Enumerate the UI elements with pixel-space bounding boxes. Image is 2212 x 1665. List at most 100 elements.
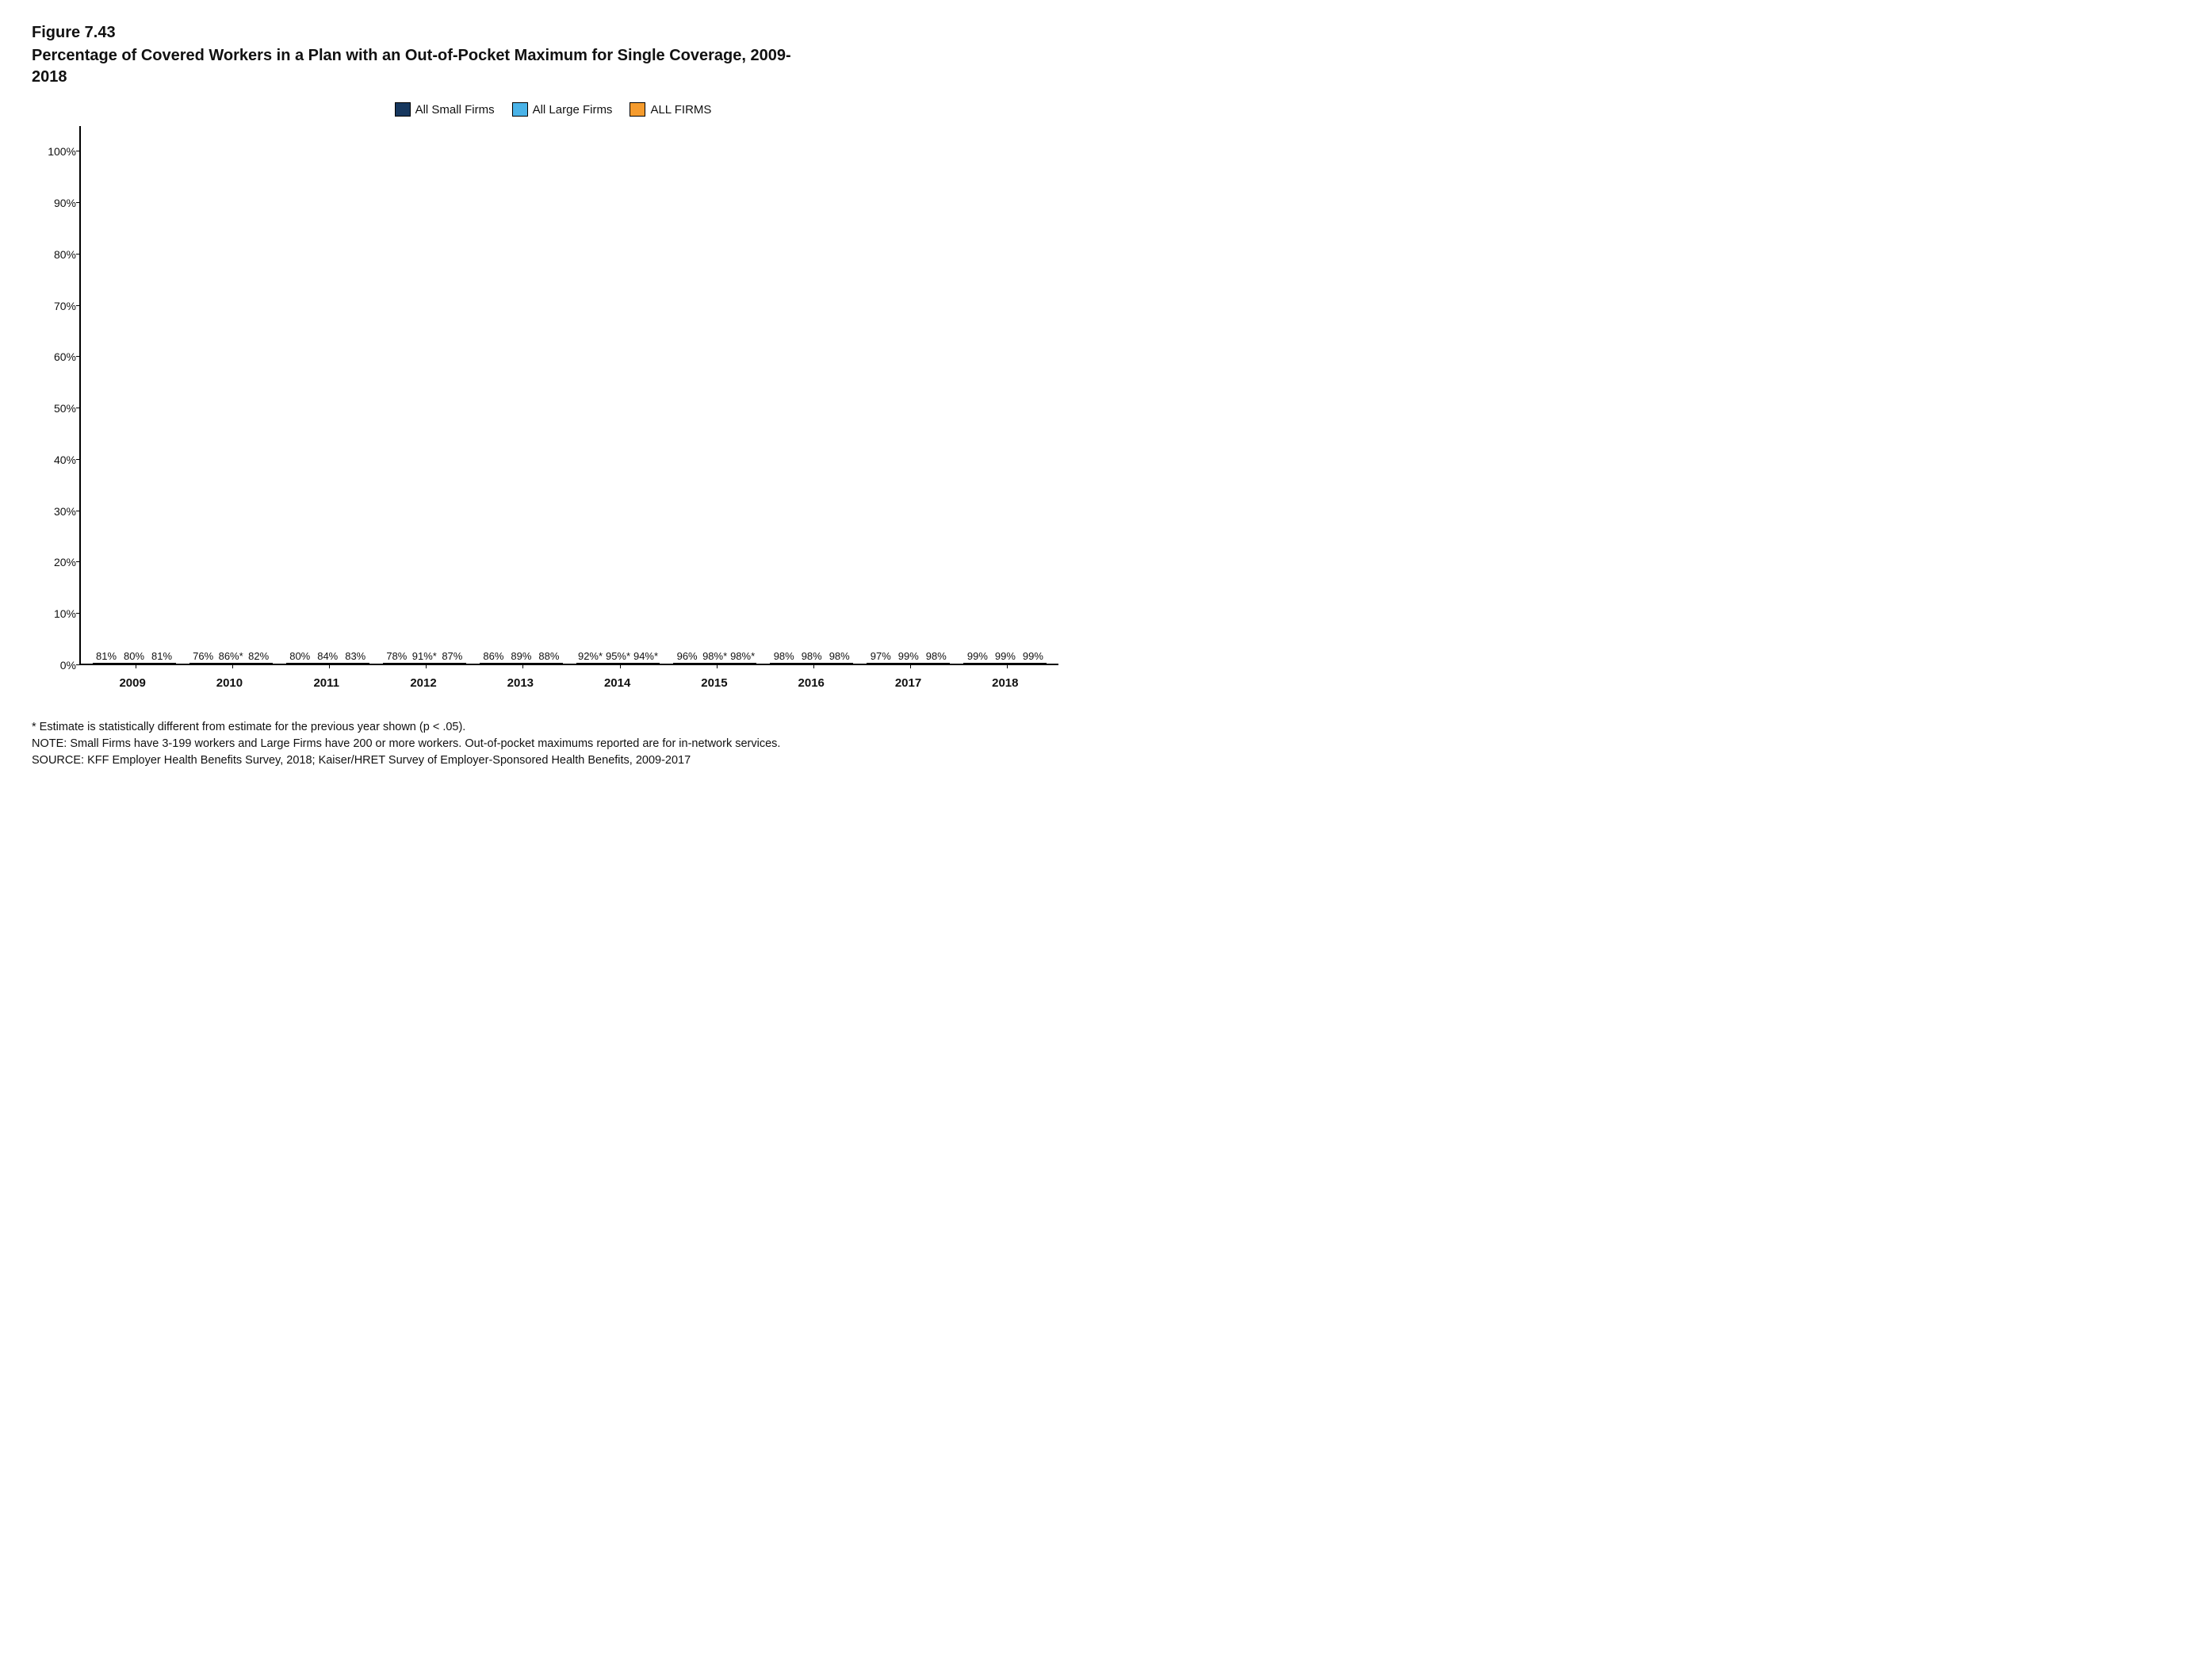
- bar: 87%: [438, 663, 466, 664]
- legend-label: All Small Firms: [415, 103, 495, 117]
- bar-value-label: 80%: [289, 650, 310, 662]
- bar-group: 96%98%*98%*: [673, 663, 756, 664]
- bar-value-label: 86%*: [219, 650, 243, 662]
- bar-value-label: 83%: [345, 650, 365, 662]
- figure-number: Figure 7.43: [32, 24, 1074, 42]
- bar: 76%: [189, 663, 217, 664]
- bar: 88%: [535, 663, 563, 664]
- bar-value-label: 99%: [995, 650, 1016, 662]
- bar-group: 80%84%83%: [286, 663, 369, 664]
- x-tick-label: 2013: [479, 668, 562, 697]
- bar: 86%: [480, 663, 507, 664]
- legend-item: ALL FIRMS: [630, 102, 711, 117]
- footnotes: * Estimate is statistically different fr…: [32, 719, 1074, 769]
- bar: 99%: [1019, 663, 1047, 664]
- footnote-note: NOTE: Small Firms have 3-199 workers and…: [32, 736, 1074, 752]
- bar-value-label: 99%: [967, 650, 988, 662]
- x-tick-label: 2017: [867, 668, 950, 697]
- bar-group: 99%99%99%: [963, 663, 1047, 664]
- legend-item: All Small Firms: [395, 102, 495, 117]
- bar-value-label: 92%*: [578, 650, 603, 662]
- bar-group: 86%89%88%: [480, 663, 563, 664]
- bar: 96%: [673, 663, 701, 664]
- y-tick-label: 30%: [38, 505, 76, 518]
- y-tick-label: 10%: [38, 607, 76, 620]
- chart-area: 0%10%20%30%40%50%60%70%80%90%100% 81%80%…: [79, 126, 1058, 697]
- legend-swatch: [630, 102, 645, 117]
- bar-value-label: 99%: [898, 650, 919, 662]
- bar-group: 98%98%98%: [770, 663, 853, 664]
- legend-label: All Large Firms: [533, 103, 613, 117]
- bar: 84%: [314, 663, 342, 664]
- x-tick-label: 2009: [91, 668, 174, 697]
- bar: 86%*: [217, 663, 245, 664]
- y-tick-label: 40%: [38, 454, 76, 466]
- bar: 97%: [867, 663, 894, 664]
- y-tick-label: 20%: [38, 556, 76, 568]
- bar-value-label: 94%*: [633, 650, 658, 662]
- bar: 95%*: [604, 663, 632, 664]
- y-tick-label: 100%: [38, 145, 76, 158]
- x-tick-label: 2012: [382, 668, 465, 697]
- y-axis: 0%10%20%30%40%50%60%70%80%90%100%: [38, 126, 76, 665]
- figure-title: Percentage of Covered Workers in a Plan …: [32, 45, 825, 88]
- y-tick-label: 50%: [38, 402, 76, 415]
- bar: 78%: [383, 663, 411, 664]
- bar-value-label: 76%: [193, 650, 213, 662]
- legend-item: All Large Firms: [512, 102, 613, 117]
- bar-value-label: 87%: [442, 650, 462, 662]
- bar-value-label: 81%: [96, 650, 117, 662]
- y-tick-label: 90%: [38, 197, 76, 209]
- bar-value-label: 78%: [386, 650, 407, 662]
- bar-value-label: 80%: [124, 650, 144, 662]
- bar-groups: 81%80%81%76%86%*82%80%84%83%78%91%*87%86…: [81, 126, 1058, 664]
- bar: 98%: [922, 663, 950, 664]
- bar-group: 92%*95%*94%*: [576, 663, 660, 664]
- y-tick-label: 80%: [38, 248, 76, 261]
- bar: 98%*: [701, 663, 729, 664]
- bar: 82%: [245, 663, 273, 664]
- x-tick-label: 2011: [285, 668, 368, 697]
- bar-value-label: 82%: [248, 650, 269, 662]
- bar: 89%: [507, 663, 535, 664]
- x-tick-label: 2010: [188, 668, 271, 697]
- bar-value-label: 84%: [317, 650, 338, 662]
- bar: 99%: [991, 663, 1019, 664]
- plot-area: 81%80%81%76%86%*82%80%84%83%78%91%*87%86…: [79, 126, 1058, 665]
- legend-swatch: [512, 102, 528, 117]
- bar: 91%*: [411, 663, 438, 664]
- bar-group: 81%80%81%: [93, 663, 176, 664]
- bar-group: 76%86%*82%: [189, 663, 273, 664]
- bar: 80%: [286, 663, 314, 664]
- legend-swatch: [395, 102, 411, 117]
- bar-value-label: 89%: [511, 650, 531, 662]
- bar: 83%: [342, 663, 369, 664]
- bar: 99%: [963, 663, 991, 664]
- bar-value-label: 99%: [1023, 650, 1043, 662]
- footnote-source: SOURCE: KFF Employer Health Benefits Sur…: [32, 752, 1074, 769]
- y-tick-label: 0%: [38, 659, 76, 672]
- legend-label: ALL FIRMS: [650, 103, 711, 117]
- bar-value-label: 98%: [926, 650, 947, 662]
- figure-container: Figure 7.43 Percentage of Covered Worker…: [0, 0, 1106, 832]
- x-tick-label: 2018: [963, 668, 1047, 697]
- bar: 99%: [894, 663, 922, 664]
- bar-group: 97%99%98%: [867, 663, 950, 664]
- bar-value-label: 98%*: [730, 650, 755, 662]
- bar-value-label: 88%: [538, 650, 559, 662]
- chart-legend: All Small Firms All Large Firms ALL FIRMS: [32, 102, 1074, 117]
- bar: 98%: [798, 663, 825, 664]
- x-tick-label: 2016: [770, 668, 853, 697]
- bar: 81%: [148, 663, 176, 664]
- bar: 98%: [825, 663, 853, 664]
- y-tick-label: 60%: [38, 350, 76, 363]
- bar-value-label: 81%: [151, 650, 172, 662]
- bar-value-label: 98%: [802, 650, 822, 662]
- bar-value-label: 86%: [483, 650, 503, 662]
- bar-value-label: 96%: [677, 650, 698, 662]
- y-tick-label: 70%: [38, 300, 76, 312]
- bar: 81%: [93, 663, 121, 664]
- bar-value-label: 91%*: [412, 650, 437, 662]
- bar: 98%: [770, 663, 798, 664]
- bar-value-label: 97%: [871, 650, 891, 662]
